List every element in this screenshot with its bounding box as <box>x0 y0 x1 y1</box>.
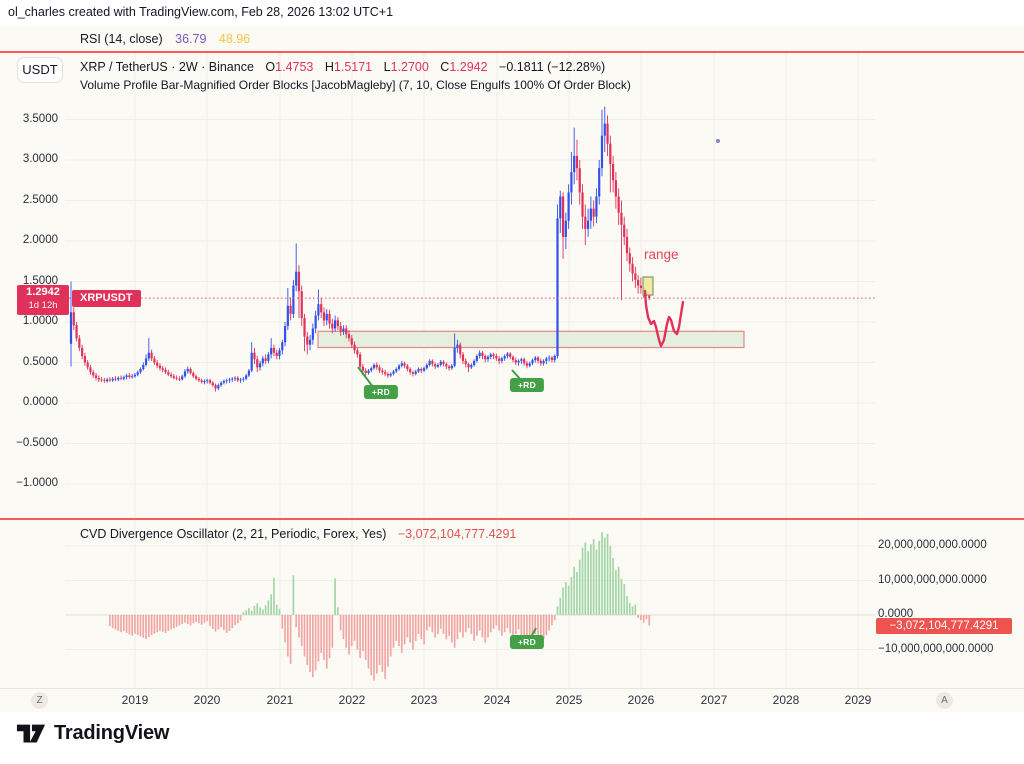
time-axis-year-label: 2020 <box>193 693 221 707</box>
time-axis-year-label: 2029 <box>844 693 872 707</box>
tradingview-logo[interactable]: TradingView <box>16 722 169 745</box>
rsi-pane-separator[interactable] <box>0 51 1024 53</box>
time-axis-year-label: 2027 <box>700 693 728 707</box>
rd-signal-badge-1: +RD <box>363 385 399 399</box>
footer-bar: TradingView <box>0 712 1024 764</box>
current-price-badge: 1.2942 1d 12h <box>17 285 69 315</box>
indicator-legend[interactable]: Volume Profile Bar-Magnified Order Block… <box>80 78 631 92</box>
rsi-title: RSI (14, close) <box>80 32 163 46</box>
rd-signal-badge-2: +RD <box>509 378 545 392</box>
rsi-value-1: 36.79 <box>175 32 207 46</box>
time-axis-year-label: 2028 <box>772 693 800 707</box>
cvd-axis-tick: 20,000,000,000.0000 <box>878 539 987 551</box>
ohlc-high-value: 1.5171 <box>333 60 373 74</box>
chart-marker-dot <box>716 139 720 143</box>
price-axis-tick: −0.5000 <box>16 436 58 449</box>
ohlc-open-label: O <box>265 60 276 74</box>
current-price-value: 1.2942 <box>26 286 60 298</box>
time-axis-year-label: 2023 <box>410 693 438 707</box>
price-axis-tick: 0.0000 <box>22 396 58 408</box>
time-axis-separator <box>0 688 1024 689</box>
order-block-band[interactable] <box>317 330 745 349</box>
cvd-axis-tick: 0.0000 <box>878 608 914 620</box>
chart-region[interactable] <box>0 26 1024 712</box>
time-axis-year-label: 2021 <box>266 693 294 707</box>
cvd-legend[interactable]: CVD Divergence Oscillator (2, 21, Period… <box>80 527 516 541</box>
price-axis-tick: 3.0000 <box>22 153 58 165</box>
price-axis-tick: 0.5000 <box>22 355 58 368</box>
candle-countdown: 1d 12h <box>28 300 58 311</box>
ohlc-low-value: 1.2700 <box>390 60 429 74</box>
symbol-legend[interactable]: XRP / TetherUS · 2W · Binance O1.4753 H1… <box>80 60 605 74</box>
rsi-value-2: 48.96 <box>218 32 251 46</box>
time-axis-year-label: 2025 <box>555 693 583 707</box>
projection-squiggle-drawing[interactable] <box>643 289 685 348</box>
time-axis-year-label: 2024 <box>483 693 511 707</box>
cvd-axis-tick: 10,000,000,000.0000 <box>878 573 987 586</box>
range-annotation-text[interactable]: range <box>644 247 679 262</box>
ohlc-low-label: L <box>383 60 391 74</box>
attribution-text: ol_charles created with TradingView.com,… <box>8 5 394 19</box>
time-axis-year-label: 2026 <box>627 693 655 707</box>
ohlc-high-label: H <box>324 60 334 74</box>
price-axis-tick: −1.0000 <box>16 477 58 489</box>
rsi-legend[interactable]: RSI (14, close) 36.79 48.96 <box>80 32 250 46</box>
time-axis-year-label: 2022 <box>338 693 366 707</box>
grid-lines <box>65 53 875 688</box>
candlesticks <box>69 106 651 392</box>
price-axis-tick: 3.5000 <box>22 112 58 125</box>
time-axis-year-label: 2019 <box>121 693 149 707</box>
timezone-button[interactable]: Z <box>31 692 48 709</box>
price-line-symbol-tag: XRPUSDT <box>72 290 141 307</box>
currency-scale-button[interactable]: USDT <box>17 57 63 83</box>
cvd-value: −3,072,104,777.4291 <box>397 527 517 541</box>
ohlc-close-value: 1.2942 <box>449 60 488 74</box>
ohlc-close-label: C <box>440 60 450 74</box>
price-axis-tick: 1.0000 <box>22 315 58 327</box>
price-axis-tick: 1.5000 <box>22 274 58 287</box>
magnified-order-block[interactable] <box>642 276 654 296</box>
rd-signal-badge-cvd: +RD <box>509 635 545 649</box>
change-value: −0.1811 (−12.28%) <box>499 60 606 74</box>
price-axis-tick: 2.5000 <box>22 193 58 206</box>
symbol-title: XRP / TetherUS · 2W · Binance <box>80 60 254 74</box>
cvd-pane-separator[interactable] <box>0 518 1024 520</box>
cvd-histogram <box>109 532 651 681</box>
rd-callout-lines <box>357 366 537 638</box>
tradingview-logo-icon <box>16 724 46 742</box>
ohlc-open-value: 1.4753 <box>275 60 314 74</box>
cvd-title: CVD Divergence Oscillator (2, 21, Period… <box>80 527 387 541</box>
cvd-axis-tick: −10,000,000,000.0000 <box>878 642 994 655</box>
auto-scale-button[interactable]: A <box>936 692 953 709</box>
tradingview-wordmark: TradingView <box>54 722 170 744</box>
price-axis-tick: 2.0000 <box>22 234 58 246</box>
cvd-value-badge: −3,072,104,777.4291 <box>876 618 1012 634</box>
